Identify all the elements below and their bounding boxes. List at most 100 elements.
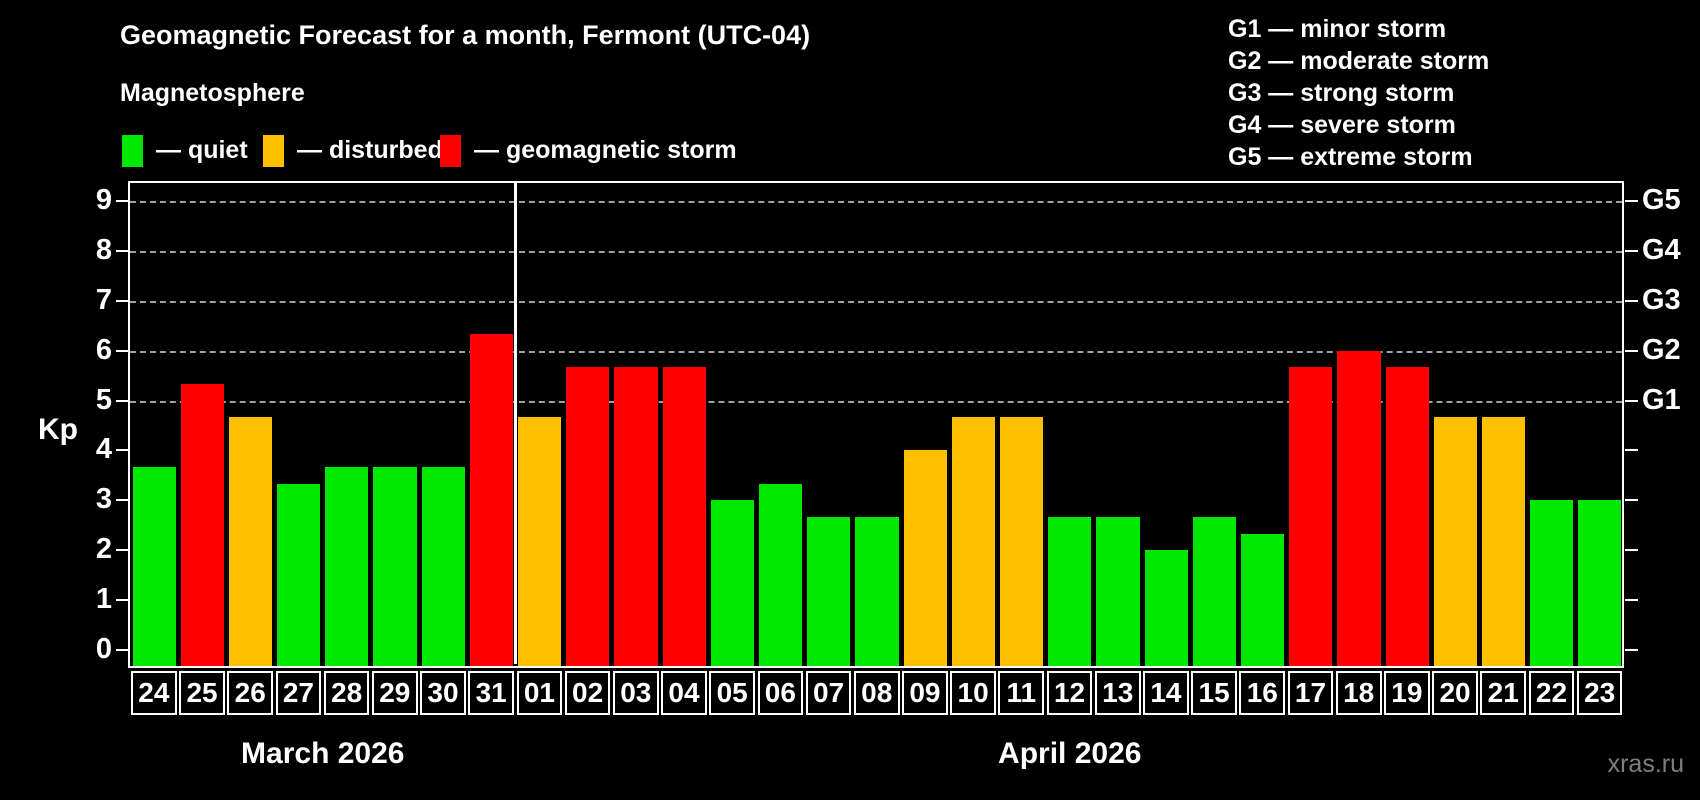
kp-bar-day-23 (1578, 500, 1622, 666)
y-axis-label-0: 0 (95, 633, 112, 665)
y-axis-label-9: 9 (95, 183, 112, 216)
right-axis-tick-3 (1625, 499, 1638, 502)
date-cell-17: 17 (1287, 671, 1334, 715)
kp-bar-day-25 (180, 384, 224, 666)
date-cell-16: 16 (1239, 671, 1286, 715)
kp-bar-day-02 (566, 367, 610, 666)
gridline-kp8 (130, 250, 1622, 253)
date-cell-04: 04 (661, 671, 707, 715)
kp-bar-day-31 (469, 334, 514, 666)
left-axis-tick-0 (116, 649, 129, 651)
right-axis-tick-6 (1625, 349, 1638, 352)
g-scale-label-G3: G3 (1642, 283, 1681, 316)
right-axis-tick-4 (1625, 449, 1638, 452)
storm-color-swatch (440, 134, 461, 167)
xras-watermark: xras.ru (1607, 750, 1684, 778)
date-cell-15: 15 (1191, 671, 1237, 715)
g-scale-label-G2: G2 (1642, 333, 1681, 366)
date-cell-07: 07 (805, 671, 852, 715)
gridline-kp9 (130, 200, 1622, 203)
kp-bar-day-04 (662, 367, 706, 666)
left-axis-tick-3 (116, 499, 129, 502)
month-label-march: March 2026 (241, 737, 405, 770)
right-axis-tick-1 (1625, 599, 1638, 602)
legend-item-quiet: — quiet (122, 134, 248, 167)
kp-bar-day-11 (999, 416, 1044, 666)
legend-item-storm: — geomagnetic storm (440, 134, 737, 167)
kp-bar-day-01 (518, 416, 562, 666)
date-cell-14: 14 (1143, 671, 1189, 715)
kp-bar-day-14 (1144, 550, 1188, 666)
kp-bar-day-08 (855, 516, 899, 666)
date-cell-19: 19 (1384, 671, 1430, 715)
date-cell-25: 25 (179, 671, 225, 715)
right-axis-tick-5 (1625, 399, 1638, 402)
g2-legend-line: G2 — moderate storm (1228, 47, 1490, 75)
date-cell-05: 05 (709, 671, 755, 715)
kp-bar-day-03 (614, 367, 658, 666)
g1-legend-line: G1 — minor storm (1228, 15, 1447, 43)
y-axis-label-1: 1 (95, 583, 112, 616)
y-axis-label-8: 8 (95, 233, 112, 266)
kp-bar-day-16 (1240, 533, 1285, 666)
g4-legend-line: G4 — severe storm (1228, 111, 1456, 139)
date-cell-11: 11 (998, 671, 1045, 715)
y-axis-title-kp: Kp (38, 413, 78, 446)
date-cell-06: 06 (757, 671, 804, 715)
g-scale-label-G1: G1 (1642, 383, 1681, 416)
date-cell-13: 13 (1094, 671, 1141, 715)
date-cell-01: 01 (516, 671, 563, 715)
kp-bar-day-12 (1048, 516, 1092, 666)
kp-bar-day-09 (903, 450, 947, 666)
y-axis-label-4: 4 (95, 433, 112, 466)
gridline-kp6 (130, 350, 1622, 353)
month-label-april: April 2026 (998, 737, 1142, 770)
y-axis-label-5: 5 (95, 383, 112, 416)
disturbed-color-swatch (263, 134, 284, 167)
left-axis-tick-7 (116, 299, 129, 302)
date-cell-09: 09 (902, 671, 948, 715)
kp-bar-day-20 (1433, 416, 1477, 666)
y-axis-label-2: 2 (95, 533, 112, 566)
left-axis-tick-1 (116, 599, 129, 602)
kp-bar-day-13 (1096, 516, 1140, 666)
g-scale-legend: G1 — minor storm G2 — moderate storm G3 … (1228, 13, 1489, 173)
kp-bar-day-26 (228, 416, 273, 666)
date-cell-28: 28 (323, 671, 370, 715)
quiet-color-swatch (122, 134, 143, 167)
date-cell-21: 21 (1480, 671, 1527, 715)
date-cell-23: 23 (1576, 671, 1623, 715)
month-divider-line (514, 183, 518, 664)
kp-bar-day-07 (807, 516, 851, 666)
kp-bar-day-27 (277, 483, 321, 666)
date-cell-02: 02 (564, 671, 611, 715)
date-cell-03: 03 (612, 671, 659, 715)
kp-bar-day-18 (1337, 350, 1381, 666)
g5-legend-line: G5 — extreme storm (1228, 143, 1473, 171)
date-cell-22: 22 (1528, 671, 1575, 715)
right-axis-tick-0 (1625, 649, 1638, 651)
left-axis-tick-2 (116, 549, 129, 552)
kp-bar-day-17 (1289, 367, 1333, 666)
legend-label-storm: — geomagnetic storm (474, 136, 737, 164)
date-cell-27: 27 (275, 671, 322, 715)
kp-bar-day-29 (373, 466, 417, 666)
kp-bar-day-28 (325, 466, 369, 666)
page-title: Geomagnetic Forecast for a month, Fermon… (120, 20, 811, 50)
kp-bar-day-06 (759, 483, 803, 666)
g3-legend-line: G3 — strong storm (1228, 79, 1455, 107)
date-cell-26: 26 (227, 671, 274, 715)
kp-bar-day-30 (421, 466, 465, 666)
gridline-kp7 (130, 300, 1622, 303)
left-axis-tick-5 (116, 399, 129, 402)
date-cell-29: 29 (371, 671, 418, 715)
y-axis-label-6: 6 (95, 333, 112, 366)
legend-label-disturbed: — disturbed (297, 136, 443, 164)
date-cell-12: 12 (1046, 671, 1093, 715)
left-axis-tick-4 (116, 449, 129, 452)
date-cell-10: 10 (950, 671, 996, 715)
right-axis-tick-2 (1625, 549, 1638, 552)
kp-bar-day-10 (951, 416, 995, 666)
legend-label-quiet: — quiet (156, 136, 248, 164)
